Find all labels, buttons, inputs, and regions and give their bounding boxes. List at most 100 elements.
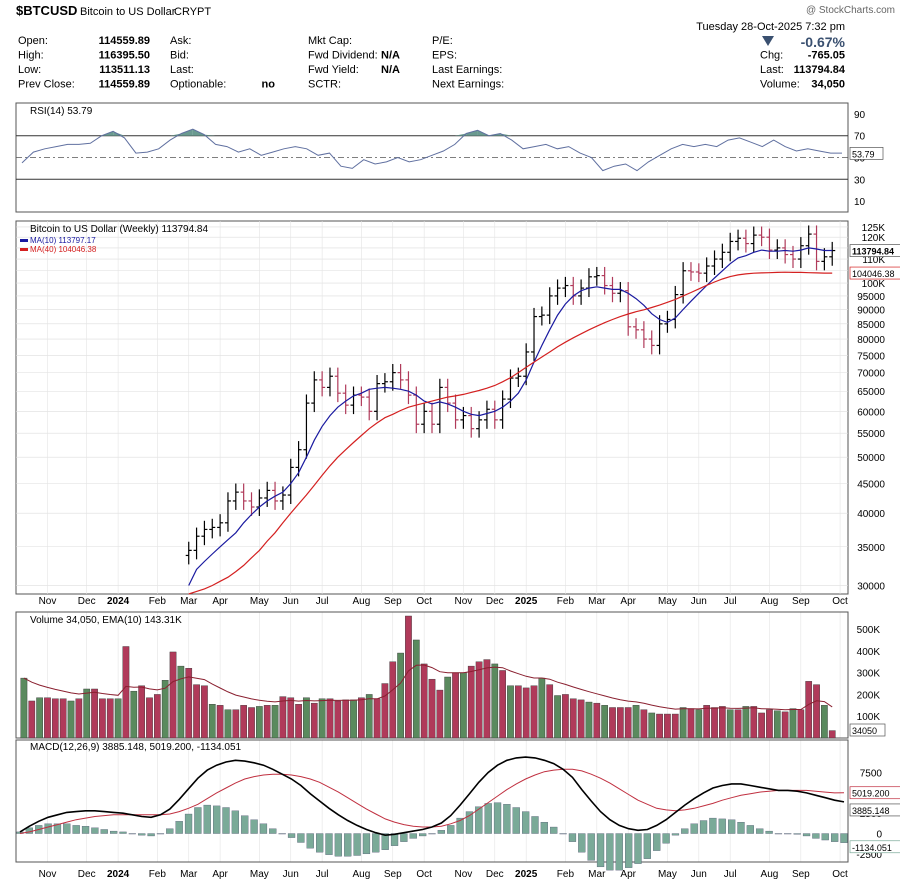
field-value: 113794.84 <box>794 64 846 76</box>
macd-histogram-bar <box>456 817 464 834</box>
volume-bar <box>617 707 624 739</box>
volume-ema-line <box>23 664 833 711</box>
volume-bar <box>507 685 514 739</box>
x-axis-label: Sep <box>792 596 810 607</box>
volume-bar <box>444 676 452 739</box>
volume-bar <box>185 668 193 739</box>
x-axis-label-bottom: Apr <box>620 869 636 880</box>
volume-bar <box>59 698 67 739</box>
macd-histogram-bar <box>831 833 839 842</box>
x-axis-label-bottom: 2025 <box>515 869 538 880</box>
x-axis-label-bottom: Apr <box>212 869 228 880</box>
volume-bar <box>389 661 397 739</box>
price-last-label: 113794.84 <box>852 247 894 257</box>
field-label: SCTR: <box>308 79 341 91</box>
macd-histogram-bar <box>231 810 239 834</box>
volume-bar <box>114 698 122 739</box>
macd-histogram-bar <box>596 833 605 868</box>
x-axis-label: Nov <box>454 596 472 607</box>
volume-bar <box>130 690 138 739</box>
volume-bar <box>781 711 789 739</box>
volume-tick-label: 400K <box>857 647 881 658</box>
x-axis-label-bottom: May <box>250 869 269 880</box>
volume-bar <box>664 713 671 739</box>
volume-bar <box>758 712 765 739</box>
x-axis-label: 2025 <box>515 596 538 607</box>
x-axis-label-bottom: Sep <box>384 869 402 880</box>
field-value: 114559.89 <box>99 35 150 47</box>
x-axis-label-bottom: Aug <box>352 869 370 880</box>
volume-bar <box>828 730 836 739</box>
x-axis-label: Dec <box>78 596 96 607</box>
volume-bar <box>75 698 83 739</box>
field-label: Last Earnings: <box>432 64 502 76</box>
macd-histogram-bar <box>250 819 258 834</box>
macd-histogram-bar <box>213 805 221 834</box>
x-axis-label-bottom: Feb <box>557 869 575 880</box>
x-axis-label: May <box>250 596 269 607</box>
macd-histogram-bar <box>447 825 455 834</box>
volume-bar <box>138 685 145 739</box>
volume-tick-label: 300K <box>857 669 881 680</box>
macd-histogram-bar <box>156 833 165 835</box>
volume-bar <box>624 707 632 739</box>
macd-histogram-bar <box>325 833 333 855</box>
price-tick-label: 95000 <box>857 292 885 303</box>
volume-bar <box>766 709 773 739</box>
volume-bar <box>350 699 357 739</box>
volume-title: Volume 34,050, EMA(10) 143.31K <box>30 615 182 626</box>
macd-histogram-bar <box>110 830 118 834</box>
field-label: Fwd Yield: <box>308 64 359 76</box>
volume-bar <box>491 663 499 739</box>
volume-bar <box>106 698 114 739</box>
macd-tick-label: -2500 <box>856 850 882 861</box>
volume-bar <box>734 709 742 739</box>
macd-histogram-bar <box>812 833 820 839</box>
price-tick-label: 75000 <box>857 351 885 362</box>
volume-bar <box>381 683 389 739</box>
macd-histogram-bar <box>802 833 811 837</box>
macd-histogram-bar <box>128 833 136 835</box>
x-axis-label-bottom: Sep <box>792 869 810 880</box>
macd-histogram-bar <box>372 833 380 853</box>
price-tick-label: 100K <box>862 279 886 290</box>
volume-bar <box>585 701 593 739</box>
legend-ma40: MA(40) 104046.38 <box>30 245 97 254</box>
macd-histogram-bar <box>194 807 202 834</box>
price-tick-label: 80000 <box>857 335 885 346</box>
field-label: High: <box>18 50 44 62</box>
volume-tick-label: 200K <box>857 690 881 701</box>
rsi-tick-label: 90 <box>854 110 866 121</box>
volume-bar <box>609 707 616 739</box>
rsi-tick-label: 10 <box>854 197 866 208</box>
macd-histogram-bar <box>400 833 408 842</box>
volume-bar <box>256 706 263 739</box>
volume-bar <box>161 680 169 739</box>
volume-bar <box>687 708 695 739</box>
macd-histogram-bar <box>587 833 595 861</box>
macd-histogram-bar <box>522 811 530 834</box>
macd-histogram-bar <box>362 833 371 855</box>
macd-histogram-bar <box>222 807 230 834</box>
volume-bar <box>805 681 813 739</box>
macd-histogram-bar <box>91 827 99 834</box>
macd-histogram-bar <box>475 806 483 834</box>
x-axis-label-bottom: Jun <box>283 869 299 880</box>
macd-histogram-bar <box>353 833 361 856</box>
field-label: Last: <box>760 64 784 76</box>
rsi-tick-label: 70 <box>854 132 866 143</box>
price-title: Bitcoin to US Dollar (Weekly) 113794.84 <box>30 224 208 235</box>
volume-bar <box>263 705 271 739</box>
field-label: Open: <box>18 35 48 47</box>
price-tick-label: 110K <box>862 255 885 266</box>
macd-histogram-bar <box>493 802 502 834</box>
volume-bar <box>208 704 216 739</box>
volume-bar <box>601 705 608 739</box>
volume-bar <box>428 678 436 739</box>
macd-histogram-bar <box>559 833 567 835</box>
macd-title: MACD(12,26,9) 3885.148, 5019.200, -1134.… <box>30 742 242 753</box>
macd-histogram-bar <box>512 807 520 834</box>
price-tick-label: 45000 <box>857 480 885 491</box>
macd-histogram-bar <box>334 833 342 857</box>
datetime: Tuesday 28-Oct-2025 7:32 pm <box>696 21 845 33</box>
